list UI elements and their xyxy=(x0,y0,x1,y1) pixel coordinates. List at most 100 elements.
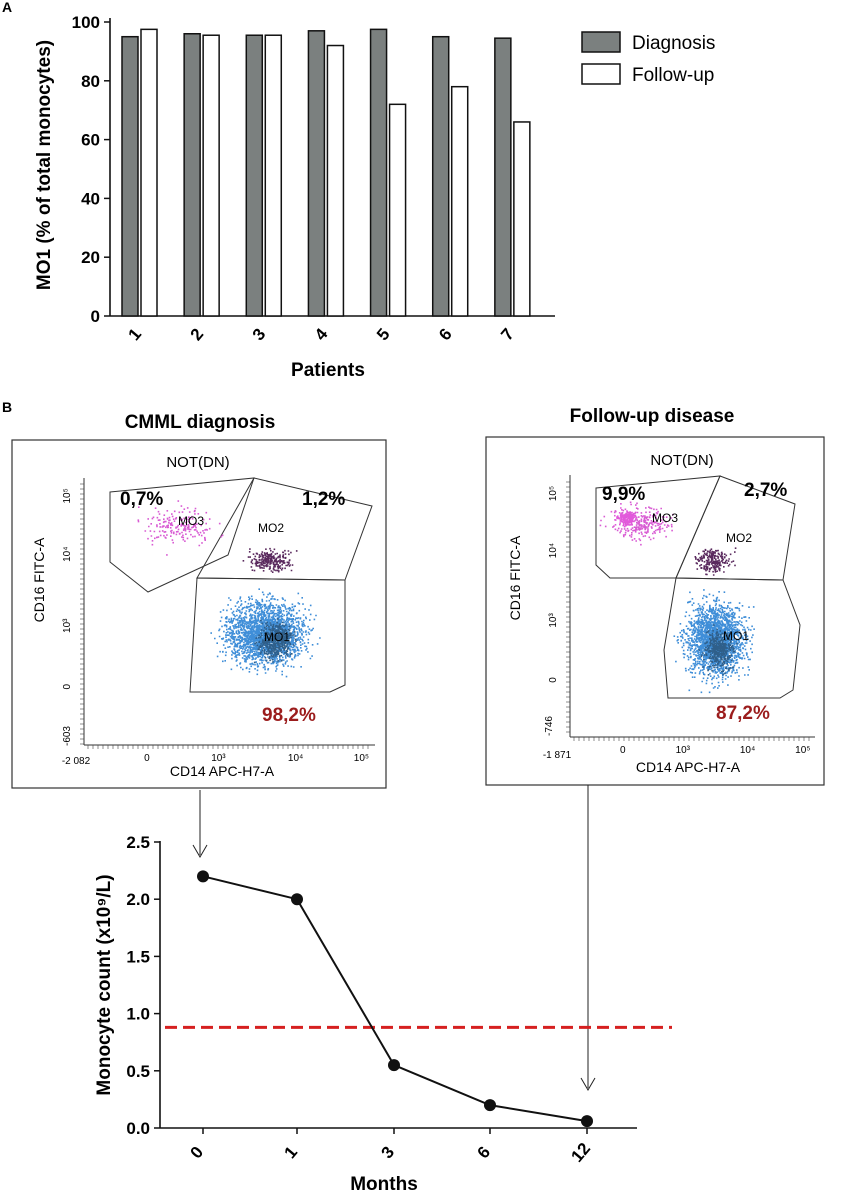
flow-xaxis-min: -2 082 xyxy=(62,756,91,767)
pct-mo2: 1,2% xyxy=(302,489,345,510)
flow-ytick-label: 0 xyxy=(62,683,73,689)
line-chart-ylabel: Monocyte count (x10⁹/L) xyxy=(94,874,115,1095)
flow-gate-title: NOT(DN) xyxy=(650,452,713,469)
mo3-dots-dense xyxy=(610,507,638,528)
flow-plot-diagnosis: NOT(DN) 10⁵ 10⁴ 10³ 0 0 10³ 10⁴ 10⁵ CD16 FITC-A… xyxy=(11,439,387,789)
bar-diagnosis xyxy=(183,33,201,317)
flow-xlabel: CD14 APC-H7-A xyxy=(170,763,275,779)
gate-label-mo2: MO2 xyxy=(258,521,284,535)
bar-followup xyxy=(140,28,158,317)
bar-diagnosis xyxy=(431,35,450,317)
flow-xtick-label: 10⁵ xyxy=(795,745,810,756)
bar-followup xyxy=(264,34,283,317)
flow-xtick-label: 0 xyxy=(144,753,150,764)
line-chart: Monocyte count (x10⁹/L) Months 0.0 0.5 1.0… xyxy=(94,833,672,1195)
bar-diagnosis xyxy=(494,37,512,317)
flow-plot-followup: NOT(DN) 10⁵ 10⁴ 10³ 0 0 10³ 10⁴ 10⁵ CD16 FITC-A… xyxy=(485,436,825,786)
bar-diagnosis xyxy=(307,30,326,317)
gate-label-mo1: MO1 xyxy=(723,629,749,643)
bar-followup xyxy=(513,121,531,317)
bar-xtick-label: 3 xyxy=(249,325,270,344)
bar-diagnosis xyxy=(121,35,139,317)
monocyte-point xyxy=(484,1099,496,1112)
line-ytick-label: 2.5 xyxy=(126,833,150,852)
pct-mo1: 98,2% xyxy=(262,705,316,726)
bar-chart-ylabel: MO1 (% of total monocytes) xyxy=(34,40,55,290)
legend-label-followup: Follow-up xyxy=(632,65,714,86)
mo1-dots-dense xyxy=(253,618,297,664)
bar-diagnosis xyxy=(245,34,264,317)
bar-ytick-label: 20 xyxy=(81,248,100,267)
gate-mo1 xyxy=(663,577,801,699)
line-xtick-label: 3 xyxy=(377,1143,398,1162)
flow-ytick-label: 0 xyxy=(548,677,559,683)
bar-followup xyxy=(326,44,345,317)
pct-mo2: 2,7% xyxy=(744,480,787,501)
bar-xtick-label: 4 xyxy=(311,324,332,344)
flow-yaxis-min: -746 xyxy=(544,716,555,736)
bar-followup xyxy=(388,103,407,317)
flow-ytick-label: 10⁵ xyxy=(62,488,73,503)
flow-xtick-label: 10⁴ xyxy=(288,753,303,764)
bar-ytick-label: 60 xyxy=(81,131,100,150)
flow-ylabel: CD16 FITC-A xyxy=(507,535,523,620)
bar-xtick-label: 7 xyxy=(497,325,518,344)
gate-label-mo1: MO1 xyxy=(264,630,290,644)
legend-swatch-followup xyxy=(581,63,621,85)
line-xtick-label: 0 xyxy=(186,1143,207,1162)
pct-mo3: 9,9% xyxy=(602,484,645,505)
flow-xaxis-min: -1 871 xyxy=(543,750,572,761)
line-ytick-label: 0.0 xyxy=(126,1119,150,1138)
flow-ytick-label: 10³ xyxy=(548,613,559,628)
panel-label-a: A xyxy=(2,0,12,15)
flow-ytick-label: 10⁵ xyxy=(548,486,559,501)
flow-gate-title: NOT(DN) xyxy=(166,454,229,471)
monocyte-point xyxy=(581,1115,593,1128)
bar-diagnosis xyxy=(369,28,388,317)
gate-label-mo2: MO2 xyxy=(726,531,752,545)
mo2-dots xyxy=(242,547,298,573)
mo2-dots xyxy=(694,547,737,576)
monocyte-point xyxy=(197,870,209,883)
arrowhead-diagnosis xyxy=(192,844,208,858)
bar-chart: MO1 (% of total monocytes) Patients 0 20 4… xyxy=(34,13,715,381)
line-ytick-label: 1.0 xyxy=(126,1005,150,1024)
pct-mo1: 87,2% xyxy=(716,703,770,724)
bar-ytick-label: 0 xyxy=(91,307,100,326)
bar-xtick-label: 2 xyxy=(187,325,208,344)
bar-xtick-label: 6 xyxy=(435,325,456,344)
line-xtick-label: 12 xyxy=(567,1139,594,1166)
bar-xtick-label: 1 xyxy=(124,325,145,344)
flow-heading-followup: Follow-up disease xyxy=(570,406,735,427)
line-ytick-label: 0.5 xyxy=(126,1062,150,1081)
arrowhead-followup xyxy=(580,1077,596,1091)
line-ytick-label: 2.0 xyxy=(126,890,150,909)
bar-followup xyxy=(202,34,220,317)
flow-xtick-label: 10³ xyxy=(211,753,226,764)
bar-ytick-label: 40 xyxy=(81,189,100,208)
legend-label-diagnosis: Diagnosis xyxy=(632,33,715,54)
flow-ylabel: CD16 FITC-A xyxy=(31,537,47,622)
bar-legend: Diagnosis Follow-up xyxy=(581,31,715,86)
line-ytick-label: 1.5 xyxy=(126,947,150,966)
bar-chart-xlabel: Patients xyxy=(291,360,365,381)
flow-xtick-label: 0 xyxy=(620,745,626,756)
monocyte-series-line xyxy=(202,875,588,1123)
flow-xtick-label: 10³ xyxy=(676,745,691,756)
mo3-dots xyxy=(137,500,224,556)
legend-swatch-diagnosis xyxy=(581,31,621,53)
gate-mo3 xyxy=(109,477,255,593)
flow-ytick-label: 10⁴ xyxy=(62,546,73,561)
flow-xtick-label: 10⁵ xyxy=(354,753,369,764)
flow-heading-diagnosis: CMML diagnosis xyxy=(125,412,276,433)
flow-xlabel: CD14 APC-H7-A xyxy=(636,759,741,775)
line-xtick-label: 1 xyxy=(280,1143,301,1162)
bar-xtick-label: 5 xyxy=(373,325,394,344)
bar-ytick-label: 80 xyxy=(81,72,100,91)
monocyte-point xyxy=(388,1059,400,1072)
flow-frame-diagnosis xyxy=(11,439,387,789)
flow-yaxis-min: -603 xyxy=(62,726,73,746)
gate-mo1 xyxy=(189,577,346,693)
connector-arrows xyxy=(192,785,596,1091)
